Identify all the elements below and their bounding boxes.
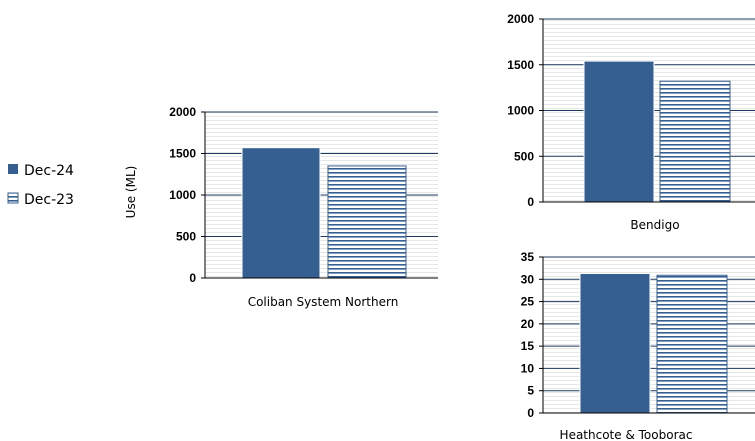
x-axis-label: Bendigo xyxy=(630,218,679,232)
bar-dec-23 xyxy=(656,274,728,414)
y-tick-label: 1000 xyxy=(507,104,534,118)
bars xyxy=(583,60,731,203)
y-tick-label: 0 xyxy=(527,195,534,209)
y-tick-label: 0 xyxy=(527,406,534,420)
y-tick-label: 2000 xyxy=(507,12,534,26)
legend-swatch-dec-24 xyxy=(8,164,18,174)
bar-dec-23 xyxy=(327,165,407,279)
y-tick-labels: 0 500 1000 1500 2000 xyxy=(507,12,543,209)
bar-dec-23 xyxy=(659,80,731,203)
y-tick-label: 25 xyxy=(521,295,535,309)
legend: Dec-24 Dec-23 xyxy=(7,163,74,208)
x-axis-label: Coliban System Northern xyxy=(248,295,399,309)
bar-dec-24 xyxy=(583,60,655,203)
bars xyxy=(579,272,728,414)
y-tick-label: 20 xyxy=(521,317,535,331)
y-tick-label: 10 xyxy=(521,361,535,375)
y-tick-label: 30 xyxy=(521,272,535,286)
y-tick-label: 5 xyxy=(527,384,534,398)
y-tick-label: 0 xyxy=(189,271,196,285)
y-tick-label: 500 xyxy=(176,230,196,244)
legend-swatch-dec-23 xyxy=(7,192,19,204)
chart-coliban-system-northern: 0 500 1000 1500 2000 Coliban System Northern… xyxy=(124,105,438,309)
y-tick-label: 35 xyxy=(521,250,535,264)
y-tick-labels: 0 500 1000 1500 2000 xyxy=(169,105,205,285)
chart-heathcote-tooborac: 0 5 10 15 20 25 30 35 Heathcote & Tooborac xyxy=(521,250,755,441)
y-tick-label: 15 xyxy=(521,339,535,353)
chart-bendigo: 0 500 1000 1500 2000 Bendigo xyxy=(507,12,755,232)
bar-dec-24 xyxy=(579,272,651,414)
x-axis-label: Heathcote & Tooborac xyxy=(560,428,693,441)
y-tick-label: 1000 xyxy=(169,188,196,202)
y-tick-labels: 0 5 10 15 20 25 30 35 xyxy=(521,250,543,420)
y-tick-label: 500 xyxy=(514,149,534,163)
y-tick-label: 1500 xyxy=(507,58,534,72)
y-tick-label: 2000 xyxy=(169,105,196,119)
y-axis-label: Use (ML) xyxy=(124,166,138,219)
bar-dec-24 xyxy=(241,147,321,279)
legend-label-dec-23: Dec-23 xyxy=(24,192,74,208)
y-tick-label: 1500 xyxy=(169,147,196,161)
legend-label-dec-24: Dec-24 xyxy=(24,163,74,179)
